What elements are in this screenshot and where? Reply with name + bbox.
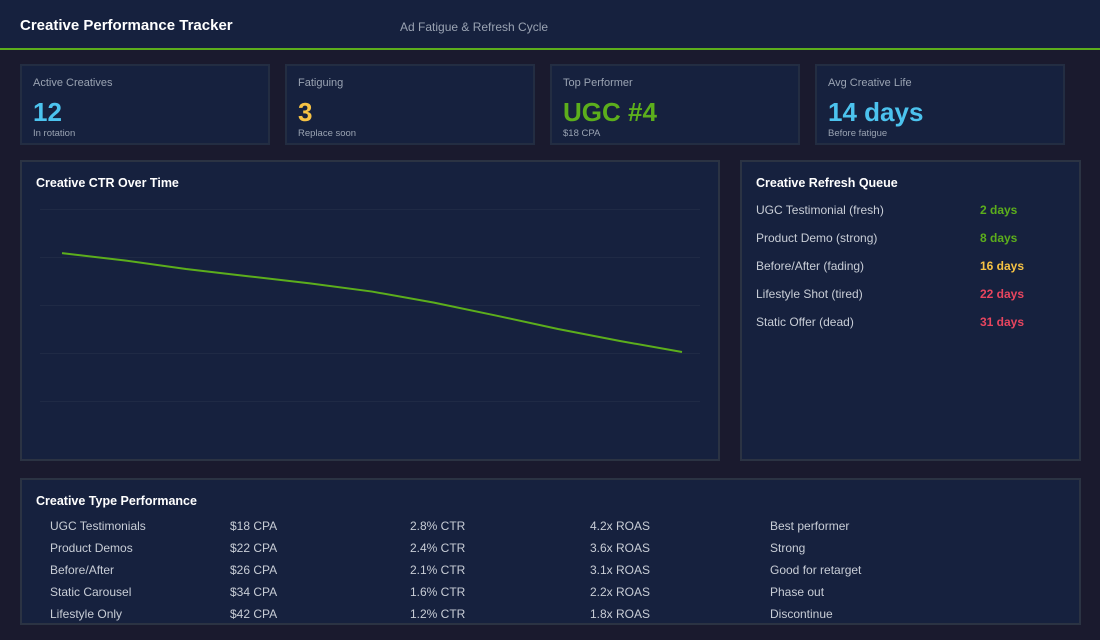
table-row: Static Carousel $34 CPA 1.6% CTR 2.2x ROAS P… [50, 585, 1070, 601]
queue-item-name: Lifestyle Shot (tired) [756, 287, 863, 301]
cell-type: UGC Testimonials [50, 519, 146, 533]
cell-type: Product Demos [50, 541, 133, 555]
cell-roas: 2.2x ROAS [590, 585, 651, 599]
table-row: Product Demos $22 CPA 2.4% CTR 3.6x ROAS Str… [50, 541, 1070, 557]
app-header: Creative Performance Tracker Ad Fatigue … [0, 0, 1100, 50]
chart-title: Creative CTR Over Time [36, 176, 179, 190]
kpi-subtext: In rotation [33, 128, 76, 139]
cell-note: Good for retarget [770, 563, 862, 577]
cell-type: Lifestyle Only [50, 607, 123, 621]
kpi-label: Fatiguing [298, 77, 344, 89]
kpi-value: 12 [33, 97, 62, 127]
creative-type-panel: Creative Type Performance UGC Testimonia… [20, 478, 1081, 625]
queue-item-days: 16 days [980, 259, 1025, 273]
queue-item-days: 31 days [980, 315, 1025, 329]
cell-note: Best performer [770, 519, 850, 533]
queue-item-name: Before/After (fading) [756, 259, 865, 273]
queue-title: Creative Refresh Queue [756, 176, 898, 190]
table-title: Creative Type Performance [36, 494, 197, 508]
cell-ctr: 2.1% CTR [410, 563, 466, 577]
queue-item-name: UGC Testimonial (fresh) [756, 203, 884, 217]
kpi-card: Fatiguing 3 Replace soon [285, 64, 535, 145]
cell-roas: 1.8x ROAS [590, 607, 651, 621]
kpi-value: UGC #4 [563, 97, 657, 127]
kpi-card: Avg Creative Life 14 days Before fatigue [815, 64, 1065, 145]
cell-cpa: $22 CPA [230, 541, 278, 555]
queue-item-days: 22 days [980, 287, 1025, 301]
kpi-label: Active Creatives [33, 77, 113, 89]
cell-type: Static Carousel [50, 585, 132, 599]
cell-note: Phase out [770, 585, 825, 599]
table-row: Lifestyle Only $42 CPA 1.2% CTR 1.8x ROAS Di… [50, 607, 1070, 623]
cell-cpa: $34 CPA [230, 585, 278, 599]
cell-ctr: 2.8% CTR [410, 519, 466, 533]
cell-ctr: 1.2% CTR [410, 607, 466, 621]
queue-item-days: 8 days [980, 231, 1018, 245]
cell-type: Before/After [50, 563, 115, 577]
kpi-card: Active Creatives 12 In rotation [20, 64, 270, 145]
queue-item-name: Product Demo (strong) [756, 231, 878, 245]
kpi-label: Top Performer [563, 77, 633, 89]
cell-cpa: $42 CPA [230, 607, 278, 621]
table-row: UGC Testimonials $18 CPA 2.8% CTR 4.2x ROAS… [50, 519, 1070, 535]
cell-ctr: 1.6% CTR [410, 585, 466, 599]
table-row: Before/After $26 CPA 2.1% CTR 3.1x ROAS Good… [50, 563, 1070, 579]
kpi-value: 3 [298, 97, 313, 127]
kpi-label: Avg Creative Life [828, 77, 912, 89]
app-title: Creative Performance Tracker [20, 17, 233, 34]
kpi-subtext: $18 CPA [563, 128, 601, 139]
ctr-line-chart [40, 209, 700, 402]
ctr-series-line [61, 252, 683, 354]
kpi-subtext: Before fatigue [828, 128, 888, 139]
kpi-subtext: Replace soon [298, 128, 357, 139]
queue-item-days: 2 days [980, 203, 1018, 217]
kpi-value: 14 days [828, 97, 924, 127]
refresh-queue-panel: Creative Refresh Queue UGC Testimonial (… [740, 160, 1081, 461]
cell-roas: 4.2x ROAS [590, 519, 651, 533]
app-subtitle: Ad Fatigue & Refresh Cycle [400, 20, 549, 34]
kpi-card: Top Performer UGC #4 $18 CPA [550, 64, 800, 145]
cell-note: Strong [770, 541, 806, 555]
cell-roas: 3.6x ROAS [590, 541, 651, 555]
cell-cpa: $26 CPA [230, 563, 278, 577]
cell-note: Discontinue [770, 607, 833, 621]
cell-cpa: $18 CPA [230, 519, 278, 533]
queue-item-name: Static Offer (dead) [756, 315, 854, 329]
cell-ctr: 2.4% CTR [410, 541, 466, 555]
ctr-chart-panel: Creative CTR Over Time [20, 160, 720, 461]
cell-roas: 3.1x ROAS [590, 563, 651, 577]
